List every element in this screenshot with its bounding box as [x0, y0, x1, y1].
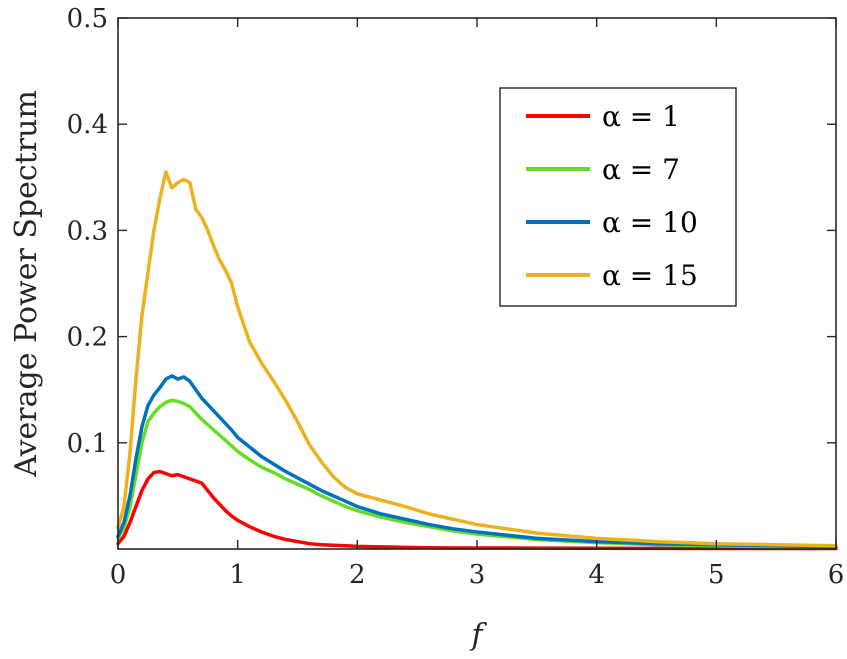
- y-tick-label: 0.2: [67, 323, 108, 353]
- y-axis-label: Average Power Spectrum: [9, 90, 44, 478]
- x-tick-label: 2: [349, 560, 366, 590]
- x-axis-label: f: [469, 618, 487, 653]
- y-tick-label: 0.4: [67, 110, 108, 140]
- legend-entry-3: α = 10: [602, 206, 698, 239]
- y-tick-label: 0.1: [67, 429, 108, 459]
- x-tick-label: 5: [708, 560, 725, 590]
- legend-entry-2: α = 7: [602, 153, 680, 186]
- series-line-2: [116, 398, 838, 550]
- legend-entry-1: α = 1: [602, 100, 680, 133]
- series-line-3: [116, 374, 838, 549]
- series-line-4: [116, 170, 838, 548]
- series-line-1: [116, 469, 838, 551]
- x-tick-label: 3: [469, 560, 486, 590]
- legend: α = 1 α = 7 α = 10 α = 15: [499, 87, 737, 307]
- x-tick-label: 0: [110, 560, 127, 590]
- legend-box: [499, 87, 737, 307]
- x-tick-label: 1: [229, 560, 246, 590]
- y-tick-label: 0.3: [67, 216, 108, 246]
- axes-layer: 0 1 2 3 4 5 6 0.1 0.2 0.3 0.4 0.5 f Average Power Spe…: [9, 4, 844, 653]
- y-tick-label: 0.5: [67, 4, 108, 34]
- legend-entry-4: α = 15: [602, 259, 698, 292]
- x-tick-label: 6: [828, 560, 845, 590]
- series-layer: [116, 170, 838, 551]
- x-tick-label: 4: [588, 560, 605, 590]
